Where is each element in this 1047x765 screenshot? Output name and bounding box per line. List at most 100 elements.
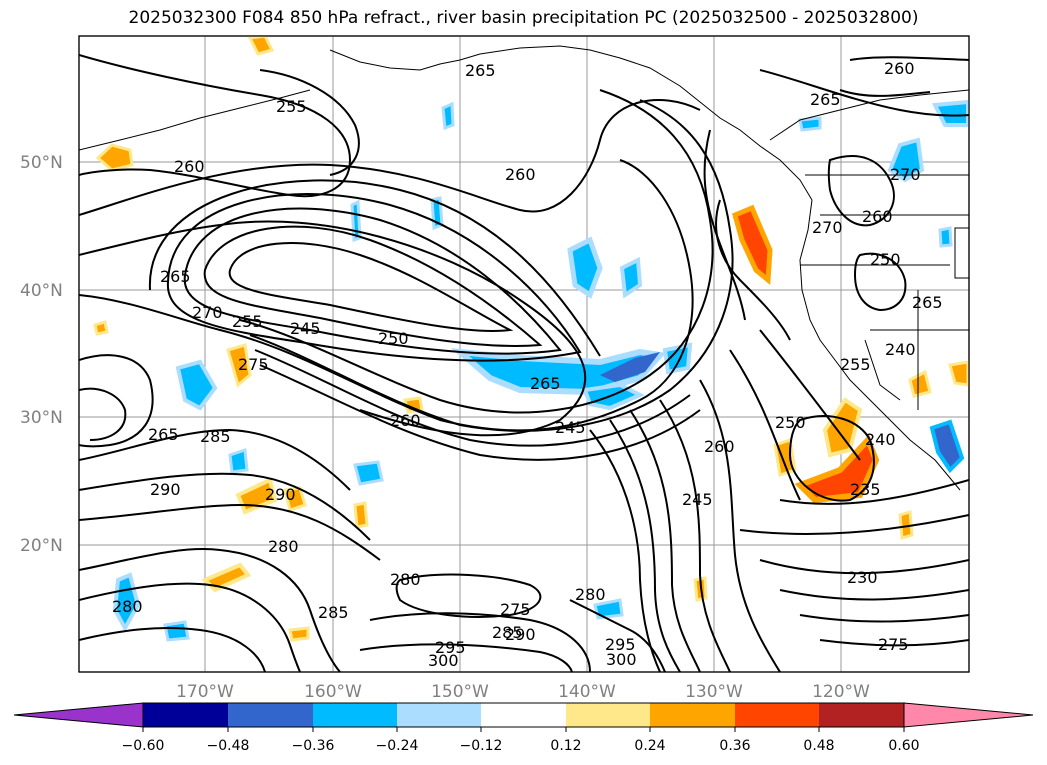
contour-label: 260 [704, 437, 735, 456]
positive-anomaly-patch [898, 510, 914, 540]
colorbar-segment [566, 703, 650, 727]
colorbar-segment [650, 703, 735, 727]
negative-anomaly-patch [600, 352, 660, 382]
colorbar-segment [228, 703, 313, 727]
contour-label: 280 [268, 537, 299, 556]
colorbar-tick-label: 0.48 [803, 738, 834, 754]
contour-label: 280 [575, 585, 606, 604]
lat-label: 20°N [20, 536, 63, 556]
colorbar-tick-label: 0.60 [888, 738, 919, 754]
negative-anomaly-patch [619, 256, 643, 299]
contour-label: 270 [812, 218, 843, 237]
lon-label: 120°W [812, 682, 870, 702]
contour-label: 260 [884, 59, 915, 78]
colorbar-extend-high [903, 702, 1034, 728]
contour-label: 285 [200, 427, 231, 446]
negative-anomaly-patch [582, 382, 645, 411]
precip-shading [93, 36, 969, 642]
negative-anomaly-patch [441, 101, 455, 131]
negative-anomaly-patch [929, 419, 965, 474]
refractivity-contours [79, 54, 969, 672]
positive-anomaly-patch [353, 501, 369, 529]
contour-label: 300 [428, 651, 459, 670]
positive-anomaly-patch [93, 320, 109, 336]
negative-anomaly-patch [353, 460, 384, 486]
colorbar-tick-label: −0.48 [207, 738, 250, 754]
lat-label: 40°N [20, 281, 63, 301]
contour-label: 290 [505, 625, 536, 644]
contour-label: 290 [150, 480, 181, 499]
contour-label: 250 [870, 250, 901, 269]
negative-anomaly-patch [450, 348, 666, 396]
colorbar-tick-label: 0.36 [719, 738, 750, 754]
lon-label: 130°W [685, 682, 743, 702]
contour-label: 245 [682, 490, 713, 509]
negative-anomaly-patch [163, 620, 190, 642]
latitude-labels: 50°N 40°N 30°N 20°N [20, 153, 63, 556]
contour-label: 265 [160, 267, 191, 286]
contour-label: 270 [192, 303, 223, 322]
contour-label: 230 [847, 568, 878, 587]
positive-anomaly-patch [95, 143, 134, 172]
negative-anomaly-patch [567, 236, 603, 299]
contour-label: 255 [276, 97, 307, 116]
positive-anomaly-patch [226, 343, 252, 388]
contour-label: 285 [318, 603, 349, 622]
lon-label: 170°W [176, 682, 234, 702]
contour-label: 250 [775, 413, 806, 432]
lon-label: 140°W [558, 682, 616, 702]
colorbar-segment [481, 703, 566, 727]
contour-label: 285 [492, 623, 523, 642]
contour-label: 280 [390, 570, 421, 589]
negative-anomaly-patch [228, 447, 249, 474]
colorbar-tick-label: −0.12 [460, 738, 503, 754]
negative-anomaly-patch [798, 116, 822, 132]
colorbar-tick-label: −0.24 [376, 738, 419, 754]
contour-label: 275 [878, 635, 909, 654]
longitude-labels: 170°W 160°W 150°W 140°W 130°W 120°W [176, 682, 870, 702]
positive-anomaly-patch [247, 36, 275, 56]
colorbar: −0.60 −0.48 −0.36 −0.24 −0.12 0.12 0.24 … [13, 702, 1034, 754]
colorbar-tick-label: −0.36 [292, 738, 335, 754]
contour-label: 265 [912, 293, 943, 312]
contour-label: 245 [555, 418, 586, 437]
contour-label: 265 [530, 374, 561, 393]
colorbar-tick-label: 0.24 [634, 738, 665, 754]
contour-label: 235 [850, 480, 881, 499]
contour-label: 255 [232, 312, 263, 331]
contour-label: 240 [865, 430, 896, 449]
contour-label: 300 [606, 650, 637, 669]
positive-anomaly-patch [822, 397, 863, 458]
contour-label: 255 [840, 355, 871, 374]
lat-label: 50°N [20, 153, 63, 173]
positive-anomaly-patch [283, 486, 307, 512]
positive-anomaly-patch [201, 562, 252, 593]
colorbar-segment [143, 703, 228, 727]
contour-label: 295 [435, 638, 466, 657]
colorbar-segment [313, 703, 397, 727]
colorbar-segment [397, 703, 481, 727]
colorbar-segment [735, 703, 819, 727]
contour-label: 280 [112, 597, 143, 616]
negative-anomaly-patch [931, 99, 969, 127]
contour-label-group: 265 260 255 260 265 260 270 275 255 245 … [112, 59, 943, 670]
contour-label: 260 [505, 165, 536, 184]
colorbar-tick-label: −0.60 [122, 738, 165, 754]
negative-anomaly-patch [175, 359, 218, 411]
positive-anomaly-patch [288, 626, 310, 642]
colorbar-segment [819, 703, 904, 727]
contour-label: 265 [148, 425, 179, 444]
positive-anomaly-patch [731, 204, 773, 286]
contour-label: 260 [862, 207, 893, 226]
map-title: 2025032300 F084 850 hPa refract., river … [128, 8, 919, 28]
positive-anomaly-patch [235, 477, 278, 515]
contour-label: 265 [465, 61, 496, 80]
contour-label: 270 [890, 165, 921, 184]
lat-label: 30°N [20, 408, 63, 428]
contour-label: 295 [605, 635, 636, 654]
contour-label: 275 [500, 600, 531, 619]
contour-label: 250 [378, 329, 409, 348]
coastlines [79, 45, 969, 491]
lon-label: 160°W [304, 682, 362, 702]
